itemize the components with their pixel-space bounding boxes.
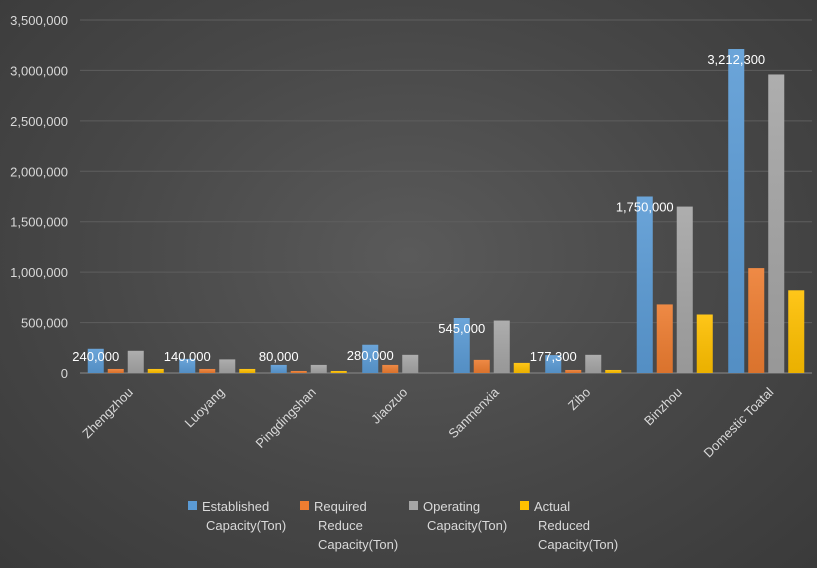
bar-shading: [676, 206, 693, 373]
legend-label-line: Reduce: [318, 518, 363, 533]
bar-shading: [127, 350, 144, 373]
x-tick-label: Zibo: [565, 385, 593, 413]
bar-shading: [788, 290, 805, 373]
y-tick-label: 2,000,000: [10, 164, 68, 179]
bar-shading: [402, 354, 419, 373]
bars: [87, 49, 805, 373]
legend-label-line: Reduced: [538, 518, 590, 533]
data-label: 177,300: [530, 349, 577, 364]
data-label: 80,000: [259, 349, 299, 364]
data-label: 240,000: [72, 349, 119, 364]
legend-swatch: [409, 501, 418, 510]
bar-shading: [728, 49, 745, 373]
legend-label-line: Required: [314, 499, 367, 514]
bar-shading: [330, 370, 347, 373]
bar-shading: [696, 314, 713, 373]
bar-shading: [585, 354, 602, 373]
legend-label-line: Capacity(Ton): [538, 537, 618, 552]
bar-shading: [270, 364, 287, 373]
bar-shading: [239, 368, 256, 373]
x-tick-label: Luoyang: [181, 385, 227, 431]
legend-label-line: Established: [202, 499, 269, 514]
legend-label-line: Operating: [423, 499, 480, 514]
legend: Established Capacity(Ton) Required Reduce Ca…: [188, 499, 618, 552]
bar-shading: [362, 344, 379, 373]
bar-shading: [493, 320, 510, 373]
y-axis: 0 500,000 1,000,000 1,500,000 2,000,000 2,500…: [10, 13, 68, 381]
data-label: 1,750,000: [616, 200, 674, 215]
data-label: 545,000: [438, 321, 485, 336]
x-tick-label: Sanmenxia: [445, 384, 502, 441]
data-labels: 240,000 140,000 80,000 280,000 545,000 177,30…: [72, 52, 765, 364]
bar-shading: [147, 368, 164, 373]
legend-label: Established Capacity(Ton): [202, 499, 286, 533]
y-tick-label: 500,000: [21, 316, 68, 331]
bar-shading: [565, 369, 582, 373]
bar-shading: [605, 369, 622, 373]
bar-shading: [545, 355, 562, 373]
bar-shading: [199, 368, 216, 373]
data-label: 3,212,300: [707, 52, 765, 67]
y-tick-label: 2,500,000: [10, 114, 68, 129]
data-label: 140,000: [164, 349, 211, 364]
legend-swatch: [300, 501, 309, 510]
x-tick-label: Jiaozuo: [368, 385, 410, 427]
x-tick-label: Pingdingshan: [253, 385, 319, 451]
data-label: 280,000: [347, 348, 394, 363]
bar-shading: [107, 368, 124, 373]
y-tick-label: 0: [61, 366, 68, 381]
bar-shading: [179, 358, 196, 373]
bar-shading: [656, 304, 673, 373]
bar-shading: [87, 348, 104, 373]
y-tick-label: 3,000,000: [10, 63, 68, 78]
legend-label: Operating Capacity(Ton): [423, 499, 507, 533]
legend-label-line: Capacity(Ton): [427, 518, 507, 533]
legend-swatch: [188, 501, 197, 510]
bar-shading: [453, 318, 470, 373]
gridlines: [80, 19, 812, 374]
bar-shading: [473, 359, 490, 373]
legend-label-line: Actual: [534, 499, 570, 514]
legend-label: Actual Reduced Capacity(Ton): [534, 499, 618, 552]
bar-shading: [219, 359, 236, 373]
legend-label: Required Reduce Capacity(Ton): [314, 499, 398, 552]
x-tick-label: Domestic Toatal: [701, 384, 777, 460]
legend-swatch: [520, 501, 529, 510]
y-tick-label: 3,500,000: [10, 13, 68, 28]
y-tick-label: 1,500,000: [10, 215, 68, 230]
bar-shading: [513, 362, 530, 373]
y-tick-label: 1,000,000: [10, 265, 68, 280]
legend-label-line: Capacity(Ton): [206, 518, 286, 533]
bar-shading: [290, 370, 307, 373]
x-tick-label: Binzhou: [641, 385, 685, 429]
bar-shading: [310, 364, 327, 373]
bar-shading: [748, 268, 765, 373]
bar-shading: [382, 364, 399, 373]
x-tick-label: Zhengzhou: [79, 385, 136, 442]
x-axis: Zhengzhou Luoyang Pingdingshan Jiaozuo Sanme…: [79, 384, 776, 460]
legend-label-line: Capacity(Ton): [318, 537, 398, 552]
bar-shading: [768, 74, 785, 373]
bar-shading: [636, 196, 653, 373]
